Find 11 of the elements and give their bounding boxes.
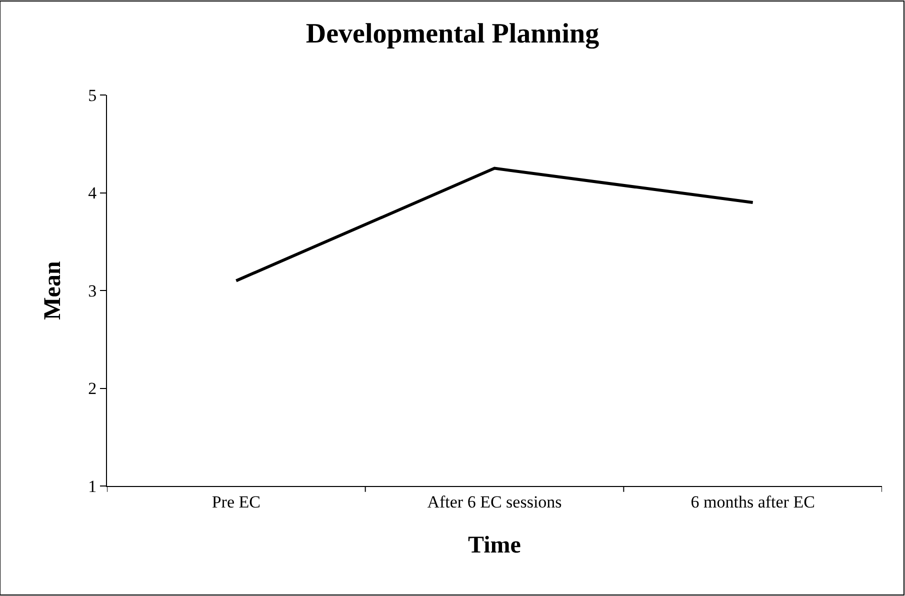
x-axis-title: Time: [468, 532, 522, 559]
y-tick-label: 4: [88, 184, 98, 203]
y-tick-label: 2: [88, 379, 97, 398]
x-tick-label: Pre EC: [212, 492, 260, 512]
y-tick-label: 1: [88, 476, 97, 496]
chart-title: Developmental Planning: [306, 18, 600, 50]
y-tick-label: 3: [88, 281, 97, 300]
y-tick-label: 5: [88, 86, 97, 105]
y-axis-title: Mean: [40, 261, 66, 320]
x-tick-label: 6 months after EC: [690, 492, 815, 512]
x-tick-label: After 6 EC sessions: [427, 492, 562, 512]
